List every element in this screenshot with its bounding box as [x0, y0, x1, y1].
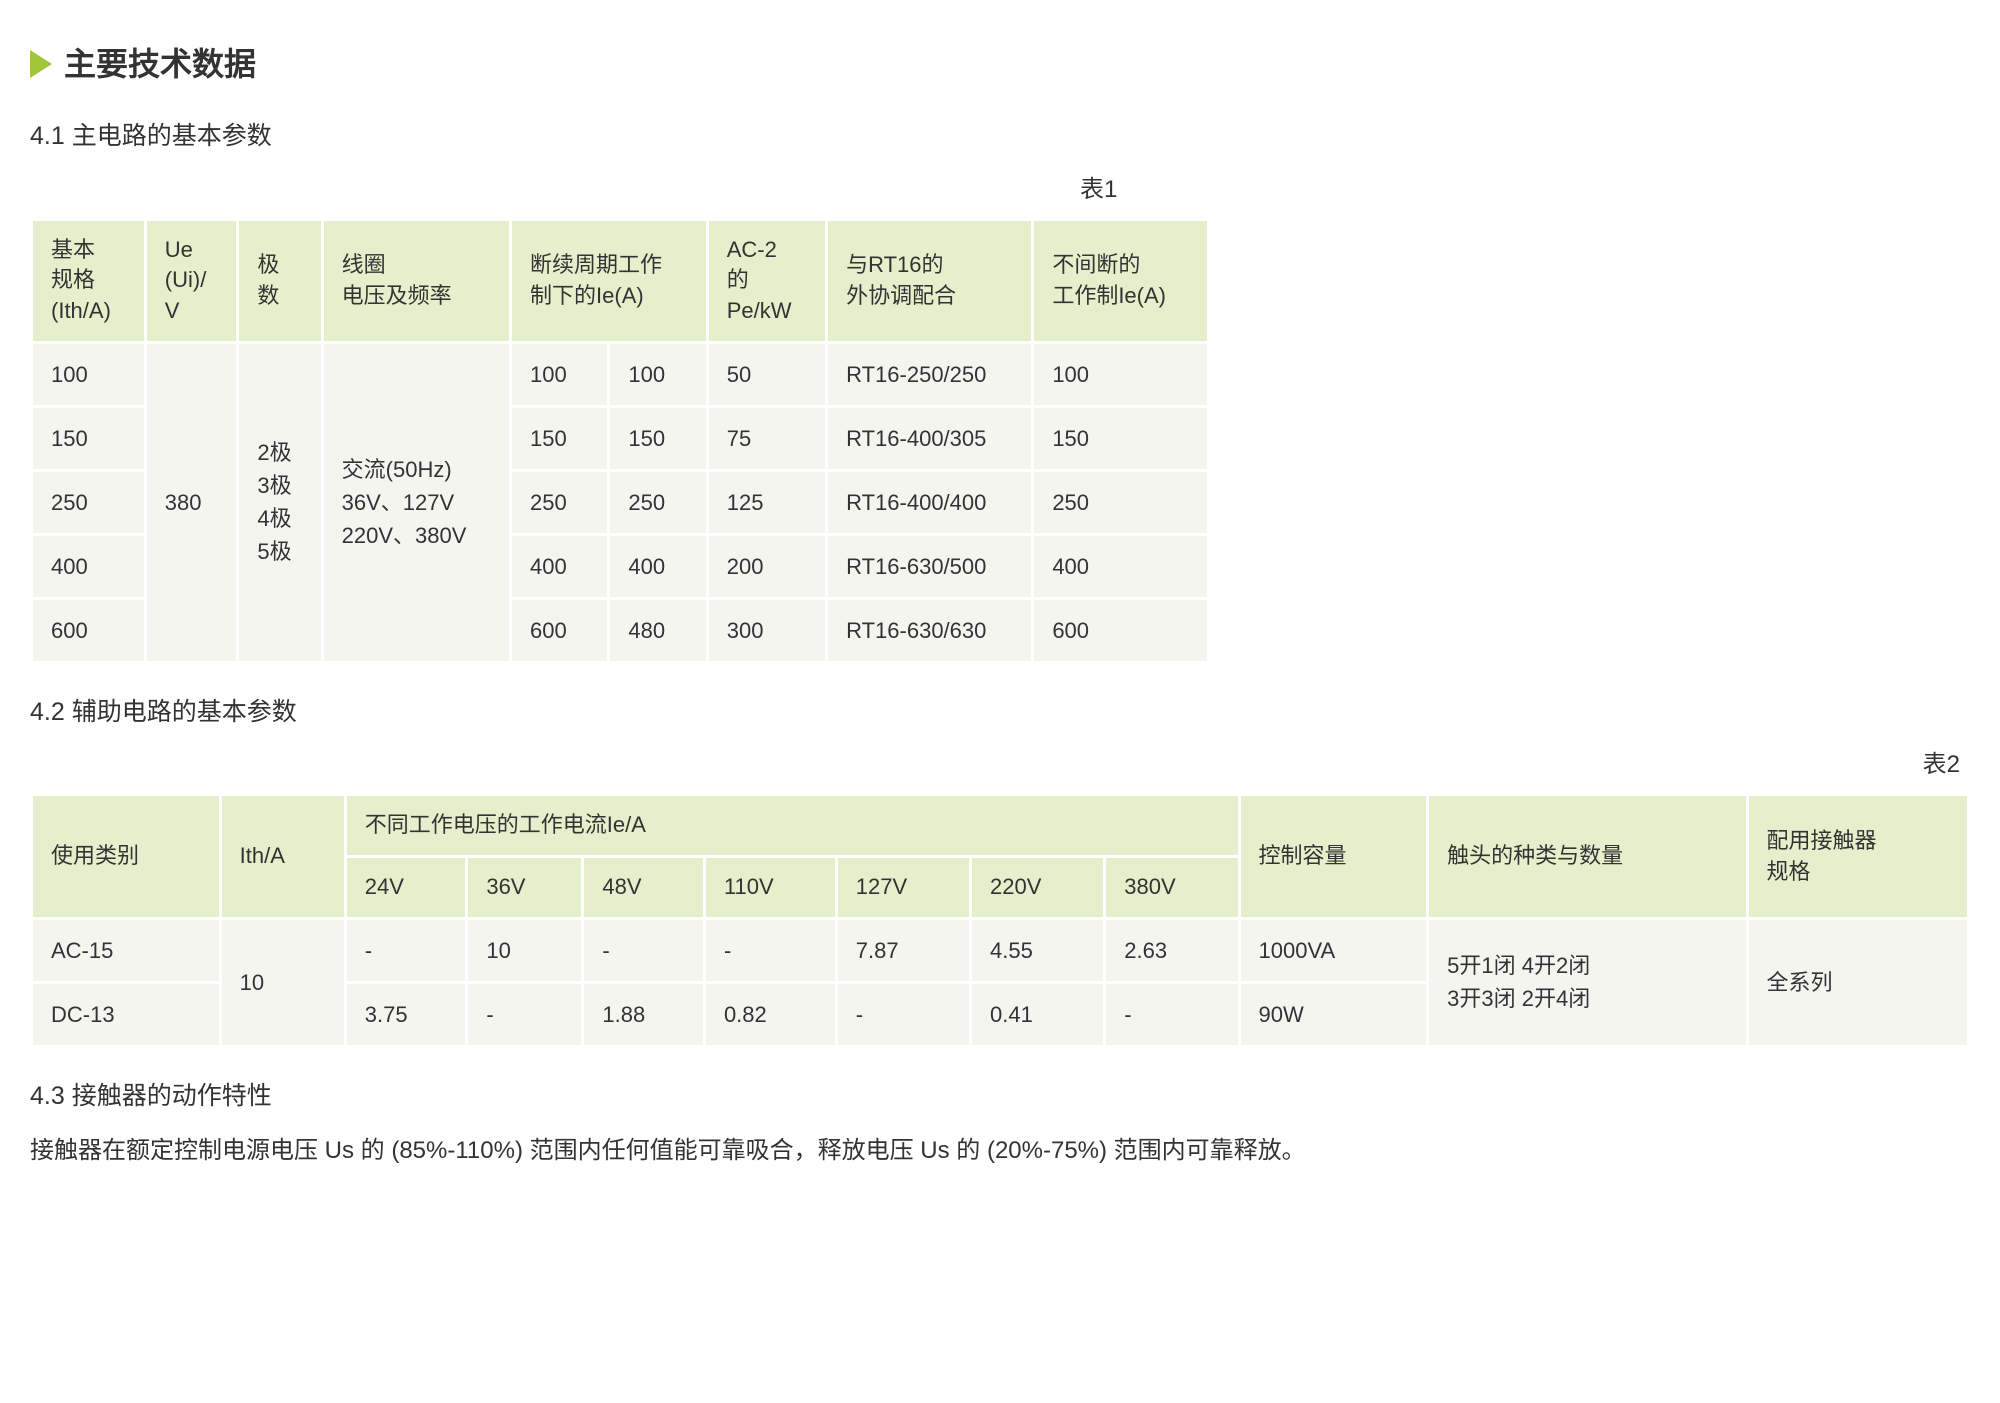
cell: 3.75 [345, 982, 467, 1046]
cell: - [836, 982, 970, 1046]
th-24v: 24V [345, 857, 467, 919]
cell: 100 [511, 342, 609, 406]
th-ie-group: 不同工作电压的工作电流Ie/A [345, 795, 1239, 857]
cell: 400 [609, 534, 707, 598]
cell: 200 [707, 534, 826, 598]
th-contactor-spec: 配用接触器规格 [1747, 795, 1968, 919]
table-header-row: 使用类别 Ith/A 不同工作电压的工作电流Ie/A 控制容量 触头的种类与数量… [32, 795, 1969, 857]
cell: - [583, 918, 705, 982]
cell: 480 [609, 598, 707, 662]
cell: 1000VA [1239, 918, 1428, 982]
th-ith: 基本规格(Ith/A) [32, 219, 146, 342]
triangle-icon [30, 50, 52, 78]
cell: 1.88 [583, 982, 705, 1046]
th-110v: 110V [704, 857, 836, 919]
cell: 250 [1033, 470, 1209, 534]
cell-ith-merged: 10 [220, 918, 345, 1046]
cell-ue-merged: 380 [145, 342, 238, 662]
th-48v: 48V [583, 857, 705, 919]
cell: 150 [609, 406, 707, 470]
cell: RT16-400/400 [827, 470, 1033, 534]
table-header-row: 基本规格(Ith/A) Ue(Ui)/V 极数 线圈电压及频率 断续周期工作制下… [32, 219, 1209, 342]
cell: 100 [1033, 342, 1209, 406]
section-title: 主要技术数据 [30, 40, 1970, 88]
cell: 0.82 [704, 982, 836, 1046]
th-ie-intermittent: 断续周期工作制下的Ie(A) [511, 219, 708, 342]
cell: - [1105, 982, 1239, 1046]
cell-spec-merged: 全系列 [1747, 918, 1968, 1046]
th-cont: 不间断的工作制Ie(A) [1033, 219, 1209, 342]
cell: 7.87 [836, 918, 970, 982]
cell: 250 [609, 470, 707, 534]
cell: 2.63 [1105, 918, 1239, 982]
th-pe: AC-2的Pe/kW [707, 219, 826, 342]
cell: 90W [1239, 982, 1428, 1046]
cell: 400 [511, 534, 609, 598]
cell: 150 [32, 406, 146, 470]
th-use-cat: 使用类别 [32, 795, 221, 919]
cell: 10 [467, 918, 583, 982]
cell: 4.55 [971, 918, 1105, 982]
th-rt16: 与RT16的外协调配合 [827, 219, 1033, 342]
table-2: 使用类别 Ith/A 不同工作电压的工作电流Ie/A 控制容量 触头的种类与数量… [30, 793, 1970, 1048]
cell: 600 [1033, 598, 1209, 662]
subsection-4-2-heading: 4.2 辅助电路的基本参数 [30, 694, 1970, 732]
subsection-4-3-heading: 4.3 接触器的动作特性 [30, 1078, 1970, 1116]
cell: 400 [1033, 534, 1209, 598]
th-contact-type: 触头的种类与数量 [1428, 795, 1747, 919]
cell-poles-merged: 2极3极4极5极 [238, 342, 322, 662]
cell-coil-merged: 交流(50Hz)36V、127V220V、380V [322, 342, 510, 662]
cell: 100 [609, 342, 707, 406]
table2-label: 表2 [30, 747, 1970, 783]
table-row: AC-15 10 - 10 - - 7.87 4.55 2.63 1000VA … [32, 918, 1969, 982]
cell: 0.41 [971, 982, 1105, 1046]
cell: 400 [32, 534, 146, 598]
th-ith: Ith/A [220, 795, 345, 919]
section-4-3-text: 接触器在额定控制电源电压 Us 的 (85%-110%) 范围内任何值能可靠吸合… [30, 1131, 1970, 1172]
cell: DC-13 [32, 982, 221, 1046]
cell: - [467, 982, 583, 1046]
table1-label: 表1 [30, 172, 1970, 208]
cell: AC-15 [32, 918, 221, 982]
th-ue: Ue(Ui)/V [145, 219, 238, 342]
cell: RT16-400/305 [827, 406, 1033, 470]
cell: 600 [32, 598, 146, 662]
th-poles: 极数 [238, 219, 322, 342]
cell: 250 [32, 470, 146, 534]
cell: RT16-630/630 [827, 598, 1033, 662]
cell: 150 [511, 406, 609, 470]
th-ctrl-cap: 控制容量 [1239, 795, 1428, 919]
cell: 150 [1033, 406, 1209, 470]
th-coil: 线圈电压及频率 [322, 219, 510, 342]
table-1: 基本规格(Ith/A) Ue(Ui)/V 极数 线圈电压及频率 断续周期工作制下… [30, 218, 1210, 664]
th-220v: 220V [971, 857, 1105, 919]
page-title: 主要技术数据 [64, 40, 256, 88]
cell: - [345, 918, 467, 982]
cell: 300 [707, 598, 826, 662]
cell: 125 [707, 470, 826, 534]
cell: 50 [707, 342, 826, 406]
cell: 600 [511, 598, 609, 662]
cell: - [704, 918, 836, 982]
table-row: 100 380 2极3极4极5极 交流(50Hz)36V、127V220V、38… [32, 342, 1209, 406]
cell: RT16-630/500 [827, 534, 1033, 598]
cell: 100 [32, 342, 146, 406]
cell: 75 [707, 406, 826, 470]
cell: RT16-250/250 [827, 342, 1033, 406]
cell-contact-merged: 5开1闭 4开2闭3开3闭 2开4闭 [1428, 918, 1747, 1046]
th-36v: 36V [467, 857, 583, 919]
th-380v: 380V [1105, 857, 1239, 919]
th-127v: 127V [836, 857, 970, 919]
cell: 250 [511, 470, 609, 534]
subsection-4-1-heading: 4.1 主电路的基本参数 [30, 118, 1970, 156]
